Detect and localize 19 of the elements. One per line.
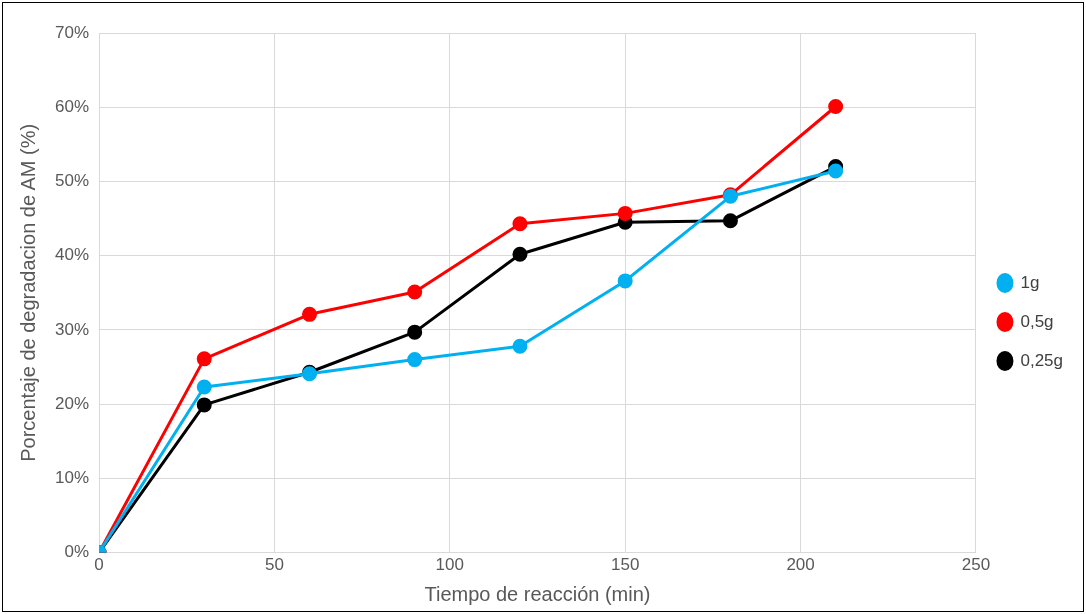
x-tick-label: 50: [264, 555, 284, 575]
x-tick-label: 200: [786, 555, 815, 575]
legend-label: 0,5g: [1020, 311, 1054, 331]
x-tick-label: 250: [961, 555, 991, 575]
y-tick-label: 50%: [54, 171, 90, 191]
y-tick-label: 0%: [64, 542, 90, 562]
x-tick-label: 150: [611, 555, 640, 575]
y-tick-label: 20%: [54, 393, 90, 413]
legend-label: 1g: [1020, 272, 1040, 292]
legend-label: 0,25g: [1020, 350, 1064, 370]
x-axis-title: Tiempo de reacción (min): [424, 582, 651, 605]
y-tick-label: 40%: [54, 245, 90, 265]
y-tick-label: 70%: [54, 22, 90, 42]
x-tick-label: 0: [94, 555, 104, 575]
y-axis-title: Porcentaje de degradacion de AM (%): [16, 123, 39, 462]
x-tick-label: 100: [435, 555, 464, 575]
y-tick-label: 10%: [54, 468, 90, 488]
y-tick-label: 60%: [54, 96, 90, 116]
y-tick-label: 30%: [54, 319, 90, 339]
